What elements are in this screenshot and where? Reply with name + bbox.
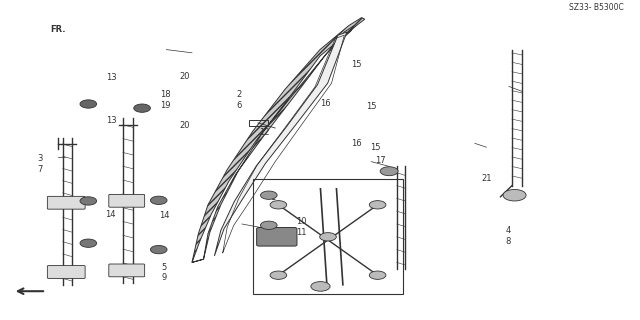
Circle shape <box>80 100 97 108</box>
FancyBboxPatch shape <box>109 264 145 277</box>
Circle shape <box>150 245 167 254</box>
Text: 3
7: 3 7 <box>38 154 43 173</box>
Circle shape <box>320 233 337 241</box>
Polygon shape <box>214 32 347 256</box>
Text: 1: 1 <box>270 193 275 202</box>
FancyBboxPatch shape <box>257 228 297 246</box>
FancyBboxPatch shape <box>47 196 85 209</box>
Circle shape <box>311 282 330 291</box>
Text: 20: 20 <box>179 121 189 130</box>
Text: 5
9: 5 9 <box>161 263 166 282</box>
Text: 15: 15 <box>366 102 376 111</box>
Polygon shape <box>192 18 365 262</box>
Text: 10
11: 10 11 <box>296 218 306 237</box>
Text: FR.: FR. <box>50 25 65 34</box>
Circle shape <box>503 189 526 201</box>
FancyBboxPatch shape <box>109 194 145 207</box>
Text: 12: 12 <box>259 128 269 137</box>
Text: 14: 14 <box>105 210 115 219</box>
Text: 16: 16 <box>351 139 362 148</box>
Circle shape <box>260 191 277 199</box>
Circle shape <box>380 167 398 176</box>
Text: 18
19: 18 19 <box>160 90 171 109</box>
Text: 2
6: 2 6 <box>237 90 242 109</box>
Text: 20: 20 <box>179 72 189 81</box>
FancyBboxPatch shape <box>47 266 85 278</box>
Circle shape <box>270 201 287 209</box>
Text: 4
8: 4 8 <box>506 227 511 246</box>
Circle shape <box>80 197 97 205</box>
Text: 15: 15 <box>351 60 361 69</box>
Text: 13: 13 <box>106 73 116 82</box>
Text: 17: 17 <box>375 156 386 165</box>
Circle shape <box>134 104 150 112</box>
Text: 13: 13 <box>106 116 116 125</box>
Text: 15: 15 <box>370 143 380 152</box>
Circle shape <box>369 271 386 279</box>
Circle shape <box>270 271 287 279</box>
Text: SZ33- B5300C: SZ33- B5300C <box>569 3 624 12</box>
Circle shape <box>260 221 277 229</box>
Text: 21: 21 <box>481 174 492 183</box>
Circle shape <box>150 196 167 204</box>
Circle shape <box>80 239 97 247</box>
Circle shape <box>369 201 386 209</box>
Text: 16: 16 <box>320 99 331 108</box>
Text: 14: 14 <box>159 211 169 220</box>
